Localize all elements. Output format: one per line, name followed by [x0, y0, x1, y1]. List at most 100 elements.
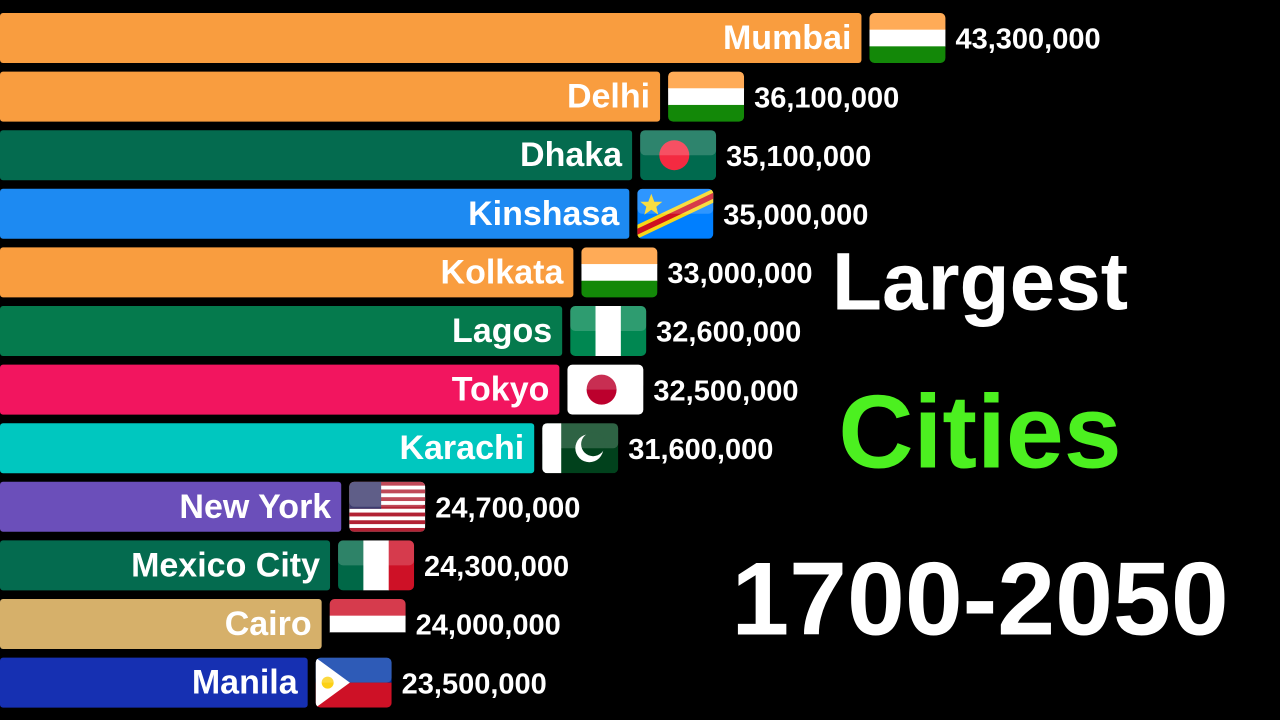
flag-body	[329, 599, 406, 649]
bar	[0, 657, 308, 708]
flag-canton	[349, 481, 382, 509]
bar	[0, 481, 342, 532]
value-label: 35,100,000	[726, 141, 871, 173]
flag	[637, 188, 714, 239]
bar-label: Tokyo	[452, 371, 550, 409]
flag-stripe	[668, 71, 745, 89]
flag-gloss	[581, 247, 658, 273]
bar	[0, 130, 633, 181]
value-label: 23,500,000	[402, 668, 547, 700]
flag-body	[869, 13, 946, 63]
flag-stripe	[349, 489, 426, 494]
value-label: 31,600,000	[628, 434, 773, 466]
bar	[0, 423, 535, 474]
bar-label: Mexico City	[131, 546, 320, 584]
flag-gloss	[542, 423, 619, 449]
flag-stripe	[581, 264, 658, 282]
flag-stripe	[329, 632, 406, 649]
flag-stripe	[668, 104, 745, 122]
flag-body	[570, 306, 647, 356]
flag-stripe	[869, 29, 946, 47]
bar-label: Lagos	[452, 312, 552, 350]
flag-body	[581, 247, 658, 298]
flag	[668, 71, 745, 122]
flag-gloss	[869, 13, 946, 38]
title-line: Largest	[832, 237, 1128, 328]
flag-stripe	[363, 540, 390, 591]
bar	[0, 188, 630, 239]
flag-body	[567, 364, 644, 415]
bar	[0, 13, 862, 63]
flag-gloss	[567, 364, 644, 390]
flag-stripe	[595, 306, 622, 356]
flag	[338, 540, 415, 591]
flag	[570, 306, 647, 356]
flag	[349, 481, 426, 532]
flag-disc	[586, 374, 617, 405]
flag-stripe	[581, 280, 658, 298]
flag-gloss	[315, 657, 392, 683]
flag-body	[668, 71, 745, 122]
flag-star	[640, 193, 663, 215]
flag-stripe	[349, 520, 426, 525]
flag-body	[349, 481, 426, 532]
flag-gloss	[668, 71, 745, 97]
bar	[0, 306, 563, 356]
value-label: 32,600,000	[656, 317, 801, 349]
flag-gloss	[637, 188, 714, 214]
flag-moon-cut	[581, 432, 606, 457]
flag-body	[542, 423, 619, 474]
flag-stripe	[329, 615, 406, 633]
value-label: 24,000,000	[416, 610, 561, 642]
flag-body	[315, 657, 392, 708]
flag-gloss	[338, 540, 415, 566]
flag-stripe	[338, 540, 364, 591]
flag-gloss	[329, 599, 406, 624]
flag-stripe	[329, 599, 406, 617]
flag	[640, 130, 717, 181]
bar	[0, 540, 331, 591]
bar	[0, 599, 322, 649]
flag-stripe	[349, 527, 426, 532]
flag	[581, 247, 658, 298]
value-label: 43,300,000	[955, 24, 1100, 56]
flag-stripe	[349, 497, 426, 502]
flag-stripe	[668, 88, 745, 106]
title-line: 1700-2050	[731, 541, 1228, 657]
flag-band	[637, 192, 714, 235]
flag-stripe	[349, 512, 426, 517]
value-label: 32,500,000	[653, 375, 798, 407]
flag	[329, 599, 406, 649]
bar	[0, 71, 661, 122]
flag-stripe	[349, 481, 426, 486]
title-line: Cities	[838, 374, 1121, 490]
bar	[0, 364, 560, 415]
flag-body	[637, 188, 714, 239]
flag-stripe	[869, 46, 946, 63]
flag	[869, 13, 946, 63]
flag-gloss	[570, 306, 647, 331]
flag-sun	[321, 676, 334, 689]
flag-stripe	[581, 247, 658, 265]
flag	[542, 423, 619, 474]
bar-label: Dhaka	[520, 136, 623, 174]
bar-label: Karachi	[399, 429, 524, 467]
value-label: 35,000,000	[723, 199, 868, 231]
bar	[0, 247, 574, 298]
value-label: 36,100,000	[754, 82, 899, 114]
value-label: 24,700,000	[435, 492, 580, 524]
value-label: 33,000,000	[667, 258, 812, 290]
flag-stripe	[620, 306, 647, 356]
bar-label: New York	[179, 488, 331, 526]
flag-body	[640, 130, 717, 181]
flag-gloss	[640, 130, 717, 156]
flag-stripe	[570, 306, 597, 356]
flag-disc	[659, 140, 690, 171]
bar-label: Mumbai	[723, 19, 851, 57]
flag-body	[338, 540, 415, 591]
bar-label: Kolkata	[441, 253, 565, 291]
bar-label: Kinshasa	[468, 195, 620, 233]
value-label: 24,300,000	[424, 551, 569, 583]
